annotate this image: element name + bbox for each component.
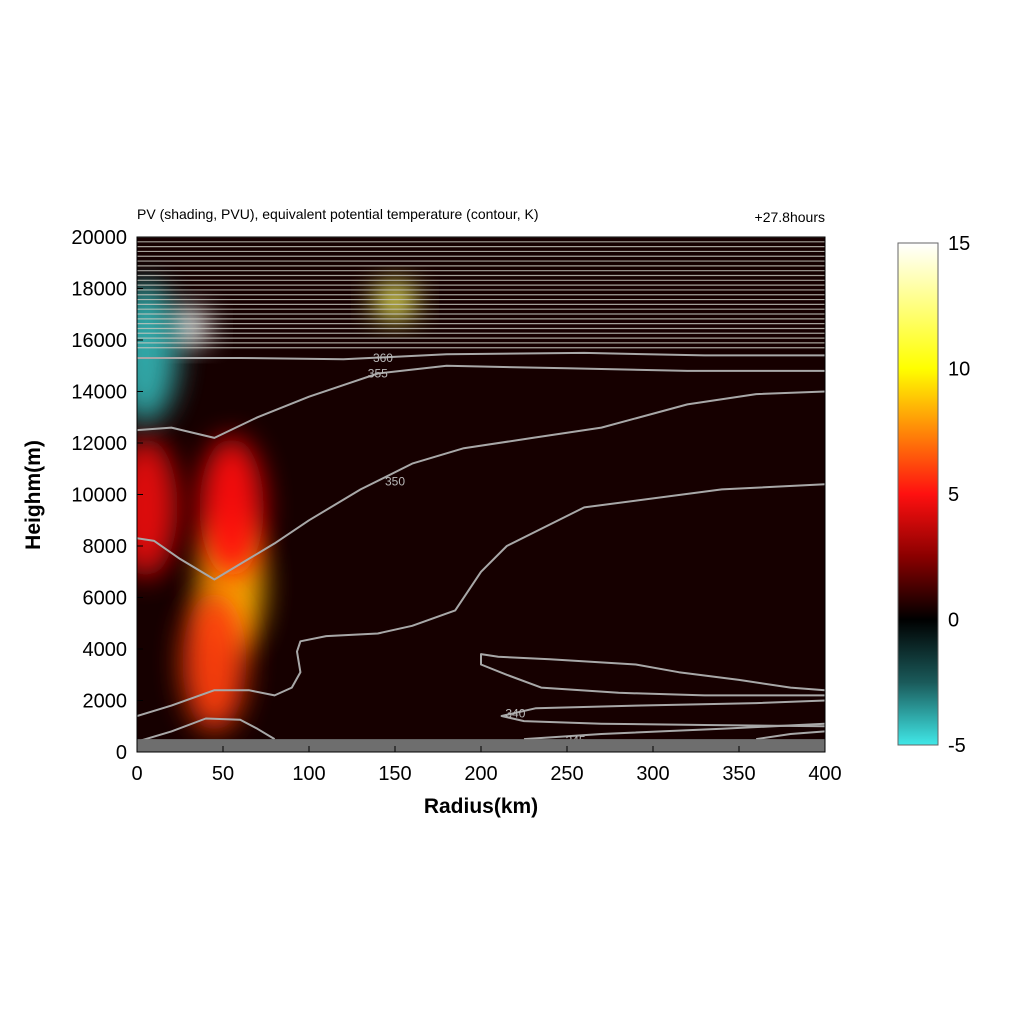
x-tick-label: 100 (292, 763, 325, 785)
contour-360 (137, 351, 825, 361)
y-tick-label: 8000 (83, 536, 128, 558)
pv-feature (182, 591, 247, 732)
colorbar-tick-label: 0 (948, 610, 959, 632)
y-tick-label: 0 (116, 742, 127, 764)
x-axis-title: Radius(km) (424, 795, 538, 818)
y-tick-label: 20000 (71, 227, 127, 249)
x-tick-label: 400 (808, 763, 841, 785)
contour-355 (137, 364, 825, 439)
colorbar-gradient (897, 242, 939, 746)
contour-340 (480, 653, 825, 697)
plot-area: 340345350355360 (137, 237, 825, 752)
contour-345 (137, 483, 825, 717)
time-label: +27.8hours (755, 209, 825, 225)
y-tick-label: 12000 (71, 433, 127, 455)
y-axis-title: Heighm(m) (22, 440, 45, 550)
pv-feature (166, 309, 211, 346)
pv-shading (137, 282, 417, 732)
chart-title: PV (shading, PVU), equivalent potential … (137, 206, 539, 222)
x-tick-label: 50 (212, 763, 234, 785)
pv-feature (137, 282, 178, 423)
colorbar: 15 10 5 0 -5 (897, 233, 970, 757)
x-axis: 0 50 100 150 200 250 300 350 400 (131, 746, 842, 785)
stratosphere-contours (137, 237, 825, 349)
colorbar-tick-label: 5 (948, 484, 959, 506)
contour-345 (523, 722, 825, 741)
contour-345 (756, 730, 825, 741)
x-tick-label: 300 (636, 763, 669, 785)
colorbar-ticks: 15 10 5 0 -5 (948, 233, 970, 757)
pv-feature (137, 437, 178, 578)
y-tick-label: 4000 (83, 639, 128, 661)
contour-label: 340 (505, 706, 525, 720)
x-tick-label: 200 (464, 763, 497, 785)
colorbar-tick-label: 10 (948, 359, 970, 381)
colorbar-tick-label: 15 (948, 233, 970, 255)
y-tick-label: 2000 (83, 691, 128, 713)
contour-350 (137, 390, 825, 581)
x-tick-label: 250 (550, 763, 583, 785)
x-tick-label: 0 (131, 763, 142, 785)
y-tick-label: 16000 (71, 330, 127, 352)
contour-label: 355 (368, 366, 388, 380)
contour-label: 360 (373, 351, 393, 365)
pv-feature (199, 437, 264, 578)
y-axis: 0 2000 4000 6000 8000 10000 12000 14000 16000 180… (71, 227, 143, 764)
y-tick-label: 14000 (71, 382, 127, 404)
y-tick-label: 10000 (71, 485, 127, 507)
contour-340 (500, 699, 825, 728)
x-tick-label: 350 (722, 763, 755, 785)
contour-345 (137, 717, 276, 743)
contour-label: 350 (385, 475, 405, 489)
y-tick-label: 18000 (71, 279, 127, 301)
colorbar-tick-label: -5 (948, 735, 966, 757)
pv-feature (373, 283, 417, 320)
y-tick-label: 6000 (83, 588, 128, 610)
theta-e-contours: 340345350355360 (137, 351, 825, 747)
x-tick-label: 150 (378, 763, 411, 785)
